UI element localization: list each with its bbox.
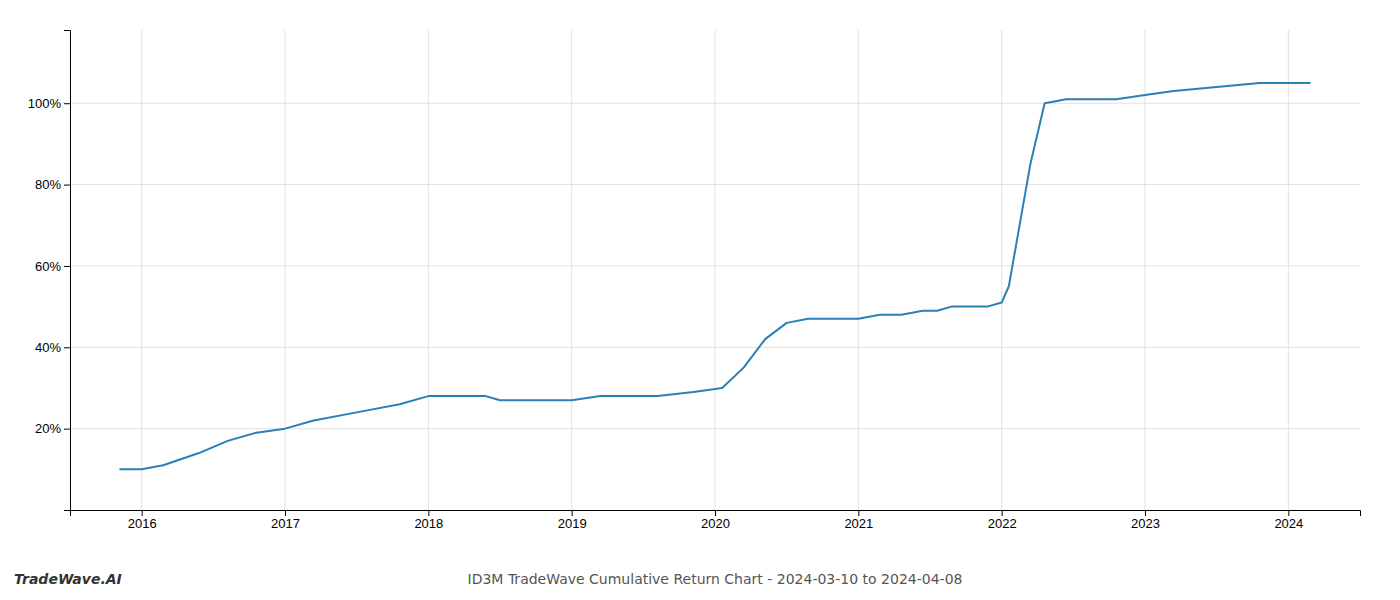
tick: 60% — [35, 259, 70, 274]
tick-mark — [64, 185, 70, 186]
tick: 2020 — [701, 510, 730, 531]
grid-line — [70, 103, 1360, 104]
tick-mark — [64, 266, 70, 267]
grid-line — [571, 30, 572, 510]
axis-line — [71, 511, 1361, 517]
tick-mark — [1288, 510, 1289, 516]
grid-line — [1001, 30, 1002, 510]
y-axis: 20% 40% 60% 80% 100% — [28, 31, 71, 511]
tick-mark — [858, 510, 859, 516]
tick-label: 100% — [28, 96, 62, 111]
tick: 2023 — [1131, 510, 1160, 531]
tick-mark — [428, 510, 429, 516]
grid-line — [428, 30, 429, 510]
grid-line — [141, 30, 142, 510]
grid — [70, 30, 1360, 510]
line — [120, 83, 1310, 469]
tick: 80% — [35, 177, 70, 192]
tick: 20% — [35, 421, 70, 436]
tick-label: 2023 — [1131, 516, 1160, 531]
title: ID3M TradeWave Cumulative Return Chart -… — [468, 571, 963, 587]
tick: 100% — [28, 96, 70, 111]
tick-mark — [142, 510, 143, 516]
tick-label: 2024 — [1274, 516, 1303, 531]
tick-label: 20% — [35, 421, 61, 436]
tick-label: 2016 — [128, 516, 157, 531]
tick-label: 2017 — [271, 516, 300, 531]
tick-label: 2018 — [414, 516, 443, 531]
grid-line — [70, 184, 1360, 185]
grid-line — [70, 265, 1360, 266]
tick-label: 2019 — [558, 516, 587, 531]
grid-line — [858, 30, 859, 510]
tick-label: 2020 — [701, 516, 730, 531]
tick-mark — [64, 103, 70, 104]
tick-label: 60% — [35, 259, 61, 274]
grid-line — [715, 30, 716, 510]
x-axis: 2016 2017 2018 2019 2020 2021 2022 2023 2024 — [71, 510, 1361, 531]
grid-line — [70, 347, 1360, 348]
axis-line — [64, 31, 71, 511]
tick-label: 80% — [35, 177, 61, 192]
tick: 2021 — [844, 510, 873, 531]
grid-line — [70, 428, 1360, 429]
tick-label: 40% — [35, 340, 61, 355]
grid-line — [285, 30, 286, 510]
tick: 40% — [35, 340, 70, 355]
tick-mark — [285, 510, 286, 516]
grid-line — [1145, 30, 1146, 510]
grid-line — [1288, 30, 1289, 510]
tick-mark — [64, 429, 70, 430]
tick: 2018 — [414, 510, 443, 531]
tick-mark — [1002, 510, 1003, 516]
tick: 2017 — [271, 510, 300, 531]
tick-mark — [715, 510, 716, 516]
annotation: TradeWave.AI — [14, 571, 122, 587]
tick: 2019 — [558, 510, 587, 531]
tick-mark — [64, 347, 70, 348]
tick: 2024 — [1274, 510, 1303, 531]
tick-label: 2021 — [844, 516, 873, 531]
series — [120, 83, 1310, 469]
tick-label: 2022 — [988, 516, 1017, 531]
tick: 2016 — [128, 510, 157, 531]
plot-area: 2016 2017 2018 2019 2020 2021 2022 2023 2024 20% 4… — [28, 30, 1361, 531]
tick: 2022 — [988, 510, 1017, 531]
chart: 2016 2017 2018 2019 2020 2021 2022 2023 2024 20% 4… — [0, 0, 1400, 600]
tick-mark — [1145, 510, 1146, 516]
tick-mark — [572, 510, 573, 516]
